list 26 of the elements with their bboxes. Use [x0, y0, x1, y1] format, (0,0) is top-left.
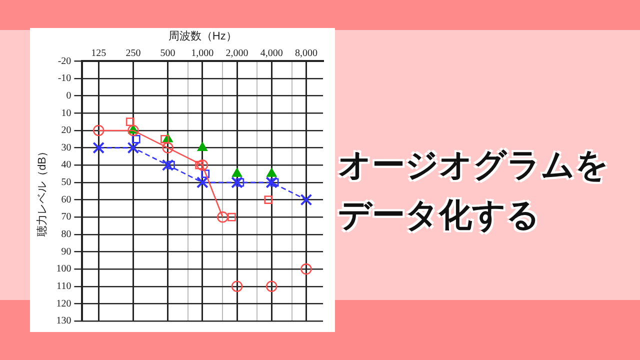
- y-tick-label: -20: [58, 56, 72, 67]
- x-tick-label: 1,000: [191, 48, 214, 59]
- x-tick-label: 125: [91, 48, 106, 59]
- y-tick-label: 110: [56, 280, 72, 292]
- y-axis-title: 聴力レベル（dB）: [36, 146, 49, 236]
- x-tick-label: 2,000: [226, 48, 248, 59]
- y-tick-label: 50: [61, 177, 72, 188]
- y-tick-label: 0: [66, 90, 72, 102]
- x-axis-title: 周波数（Hz）: [168, 30, 237, 43]
- y-tick-label: 10: [61, 108, 72, 119]
- x-tick-label: 4,000: [260, 48, 283, 59]
- y-tick-label: 70: [61, 212, 72, 223]
- y-tick-label: 30: [61, 142, 72, 154]
- y-tick-label: 60: [61, 194, 72, 206]
- y-tick-label: 90: [61, 246, 72, 258]
- y-tick-label: 20: [61, 125, 72, 136]
- y-tick-label: 130: [56, 316, 72, 327]
- y-tick-label: 40: [61, 160, 72, 171]
- text: オージオグラムをデータ化する: [338, 144, 610, 236]
- y-tick-label: 120: [56, 298, 72, 310]
- x-tick-label: 250: [126, 48, 141, 59]
- y-tick-label: 100: [56, 264, 72, 275]
- y-tick-label: -10: [58, 73, 72, 84]
- x-tick-label: 8,000: [294, 48, 318, 59]
- y-tick-label: 80: [61, 229, 72, 240]
- x-tick-label: 500: [160, 48, 176, 59]
